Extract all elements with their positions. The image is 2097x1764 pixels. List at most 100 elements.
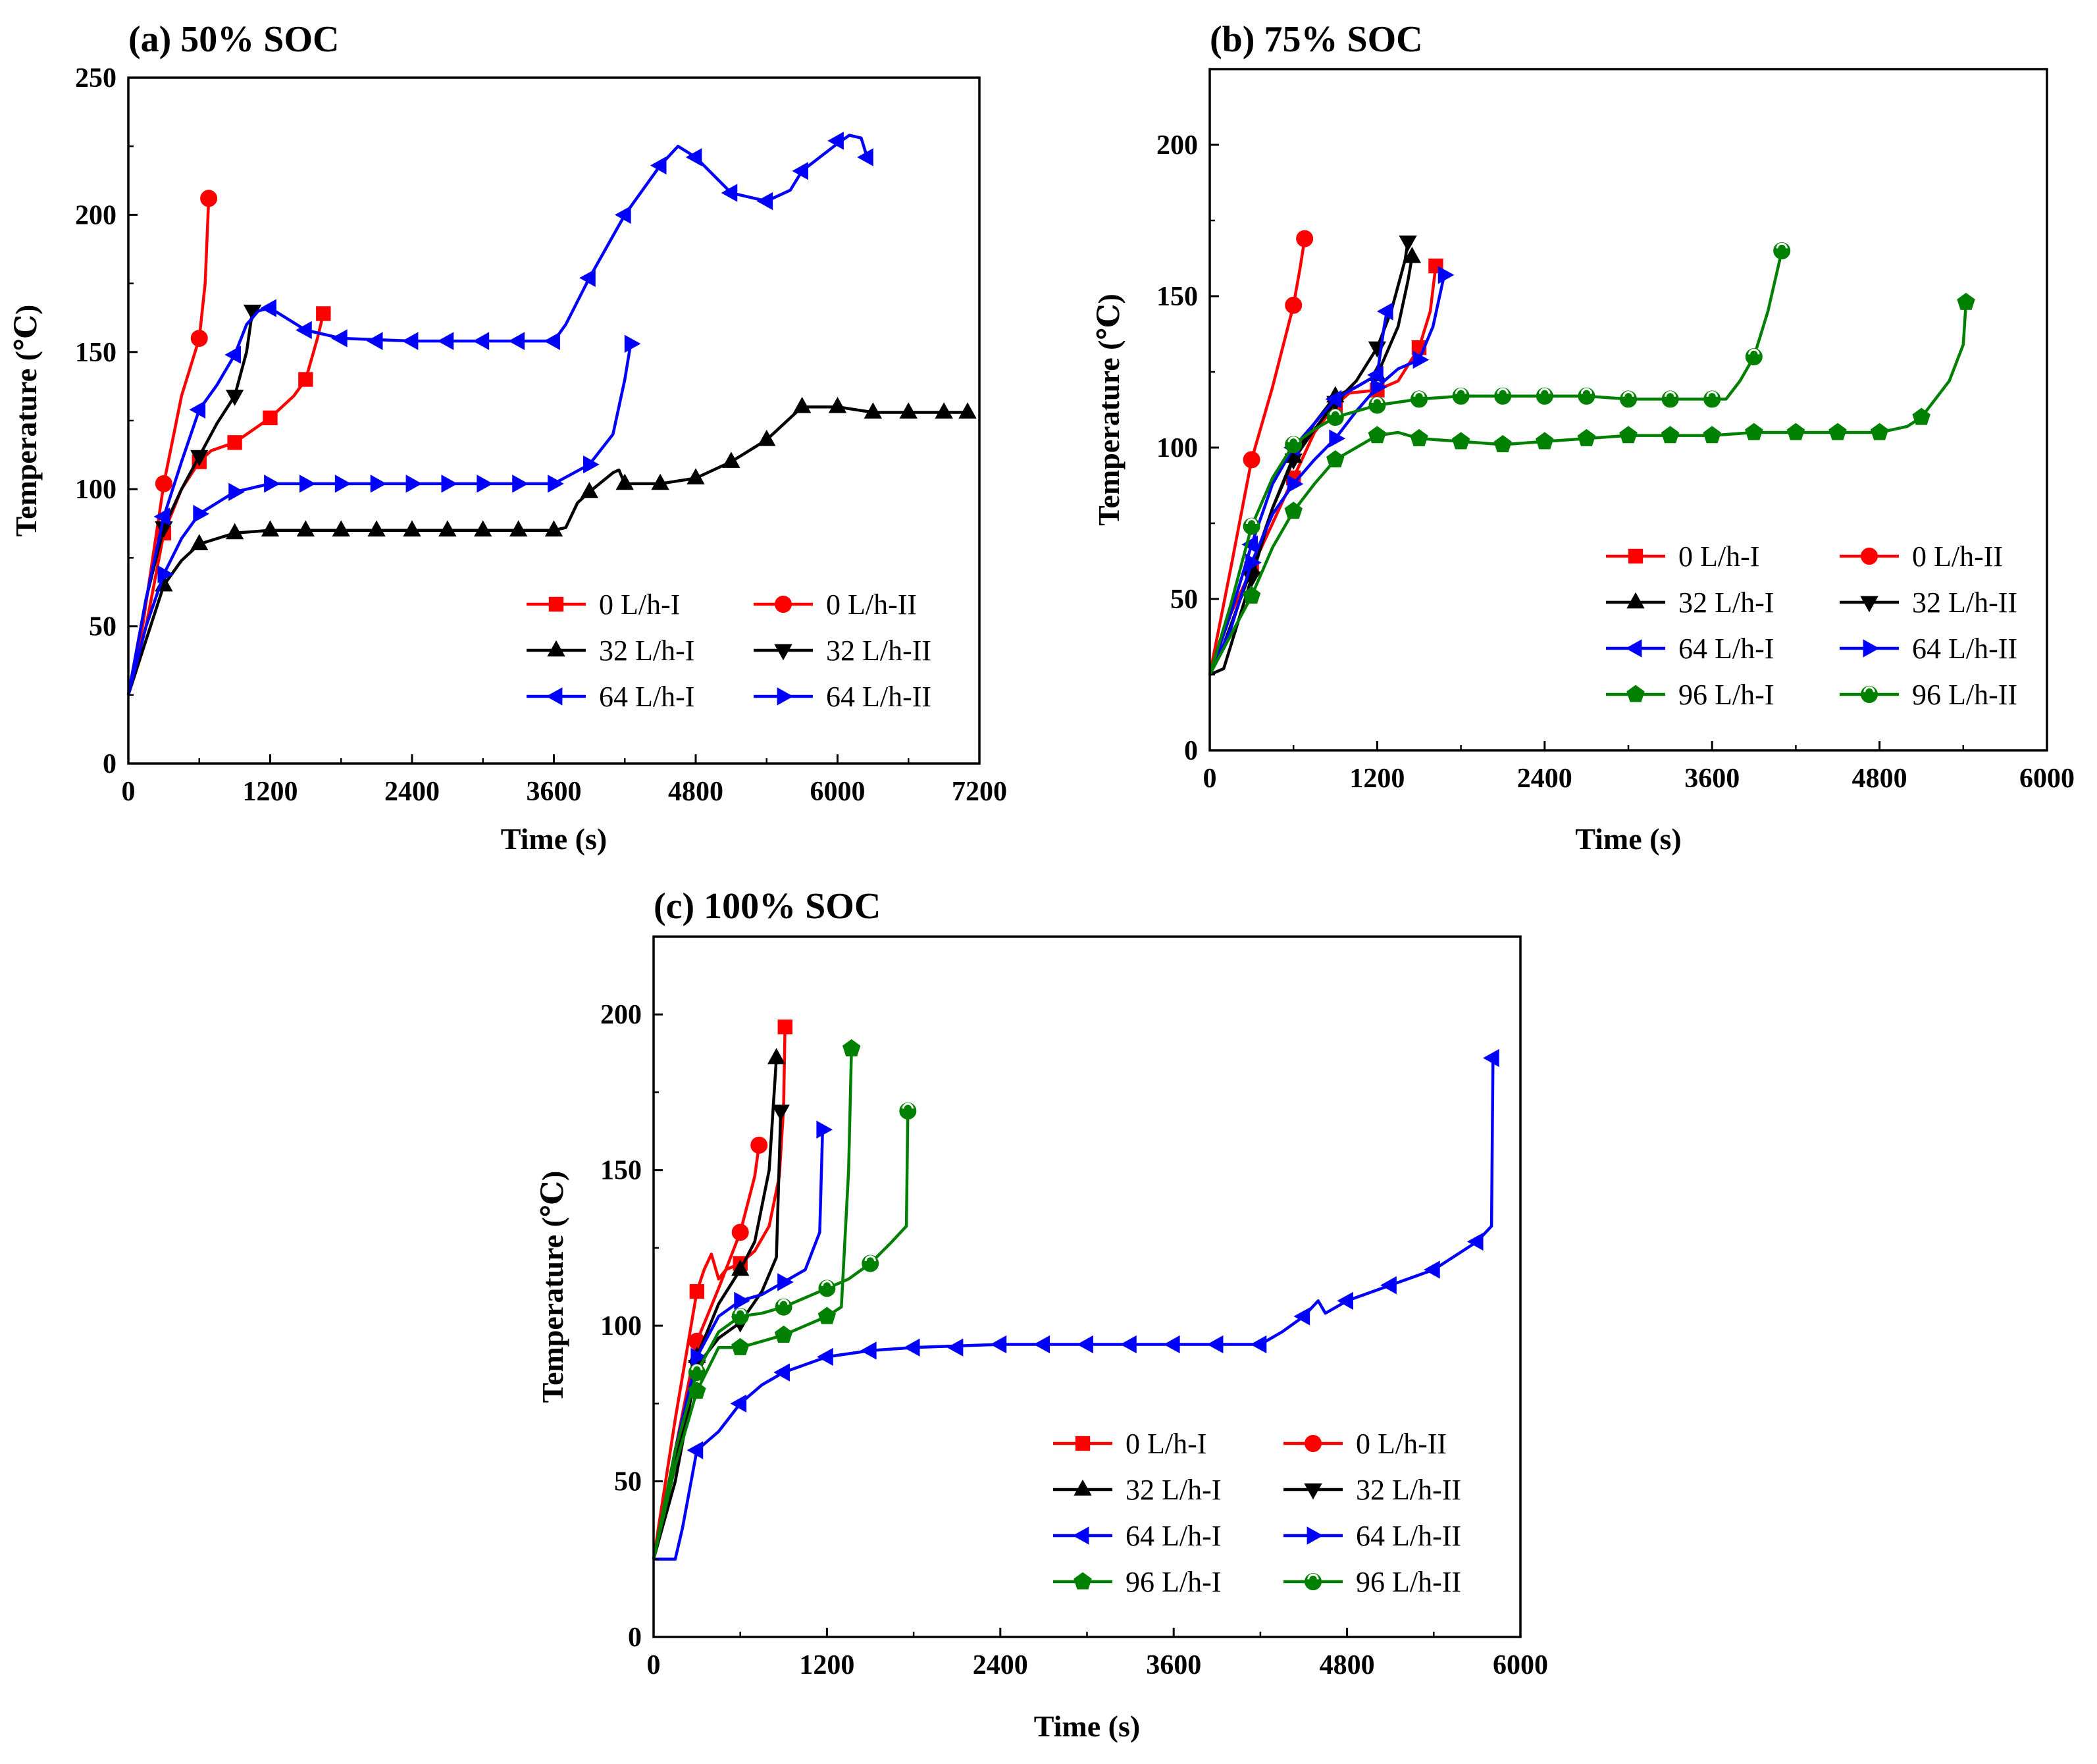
data-point-32-l-h-i (767, 1048, 786, 1064)
x-tick-label: 2400 (1517, 764, 1572, 794)
data-point-64-l-h-ii (816, 1120, 833, 1139)
y-tick-label: 100 (600, 1311, 642, 1341)
x-tick-label: 6000 (1493, 1650, 1548, 1680)
y-tick-label: 150 (75, 338, 116, 368)
legend-label-96-l-h-ii: 96 L/h-II (1356, 1566, 1461, 1598)
data-point-96-l-h-i (1451, 432, 1470, 450)
data-point-32-l-h-i (261, 520, 280, 537)
plot-area (652, 1019, 1499, 1561)
data-point-64-l-h-ii (405, 475, 423, 493)
series-line-96-l-h-i (1208, 302, 1968, 676)
data-point-64-l-h-i (827, 132, 844, 150)
data-point-32-l-h-ii (225, 390, 244, 406)
data-point-96-l-h-i (1368, 426, 1387, 444)
data-point-64-l-h-i (1337, 1291, 1353, 1310)
x-tick-label: 0 (647, 1650, 661, 1680)
legend-marker-0-l-h-ii (775, 596, 792, 613)
data-point-0-l-h-ii (1296, 230, 1314, 247)
legend-label-32-l-h-i: 32 L/h-I (599, 635, 694, 667)
legend-marker-64-l-h-i (546, 687, 563, 706)
plot-area (126, 132, 977, 696)
series-line-0-l-h-ii (1208, 238, 1307, 675)
data-point-64-l-h-ii (690, 1347, 708, 1366)
data-point-0-l-h-ii (1243, 451, 1260, 469)
data-point-96-l-h-i (817, 1307, 837, 1324)
data-point-96-l-h-i (1326, 450, 1345, 468)
data-point-96-l-h-ii (1411, 390, 1428, 408)
y-tick-label: 100 (75, 475, 116, 505)
legend-marker-64-l-h-ii (777, 687, 794, 706)
data-point-64-l-h-i (756, 192, 773, 211)
plot-area (1208, 230, 1975, 677)
data-point-96-l-h-i (1493, 434, 1512, 453)
legend-marker-96-l-h-ii-highlight (1307, 1573, 1319, 1580)
legend-marker-64-l-h-i (1625, 639, 1642, 658)
legend-marker-32-l-h-ii (1304, 1483, 1322, 1500)
data-point-32-l-h-i (474, 520, 492, 537)
legend-marker-32-l-h-i (547, 640, 565, 657)
data-point-0-l-h-ii (200, 190, 218, 207)
data-point-0-l-h-i (263, 410, 278, 426)
data-point-32-l-h-i (899, 402, 918, 419)
data-point-96-l-h-i (731, 1337, 750, 1355)
data-point-64-l-h-ii (193, 505, 210, 523)
data-point-96-l-h-i (1870, 423, 1889, 440)
data-point-32-l-h-i (332, 520, 350, 537)
data-point-96-l-h-ii-highlight (1245, 518, 1258, 525)
data-point-96-l-h-i (1577, 428, 1596, 446)
data-point-32-l-h-i (1403, 246, 1422, 263)
data-point-64-l-h-i (721, 184, 738, 202)
data-point-64-l-h-i (857, 148, 873, 167)
legend-marker-0-l-h-i (1628, 548, 1644, 564)
series-line-0-l-h-ii (126, 198, 211, 696)
data-point-64-l-h-i (1424, 1260, 1440, 1279)
legend-marker-32-l-h-ii (1860, 596, 1878, 613)
data-point-96-l-h-ii (731, 1307, 749, 1325)
legend-marker-0-l-h-i (1075, 1436, 1091, 1451)
data-point-96-l-h-ii (775, 1298, 792, 1316)
data-point-32-l-h-ii (190, 450, 209, 467)
data-point-64-l-h-i (189, 400, 206, 419)
data-point-64-l-h-i (1483, 1049, 1499, 1068)
data-point-64-l-h-i (860, 1341, 877, 1360)
legend-marker-64-l-h-ii (1307, 1526, 1324, 1545)
data-point-96-l-h-ii-highlight (821, 1280, 833, 1286)
legend-label-96-l-h-i: 96 L/h-I (1126, 1566, 1221, 1598)
legend: 0 L/h-I 0 L/h-II 32 L/h-I 32 L/h-II 64 L/h-I… (527, 588, 931, 713)
data-point-0-l-h-ii (750, 1136, 768, 1154)
y-tick-label: 150 (1156, 282, 1198, 312)
data-point-32-l-h-i (758, 429, 776, 446)
x-axis-label: Time (s) (1034, 1709, 1140, 1743)
data-point-64-l-h-ii (1287, 475, 1304, 493)
legend-label-64-l-h-i: 64 L/h-I (599, 681, 694, 713)
series-line-64-l-h-i (126, 134, 869, 696)
data-point-64-l-h-i (330, 329, 348, 348)
y-axis-label: Temperature (℃) (536, 1171, 569, 1403)
y-tick-label: 200 (1156, 130, 1198, 161)
data-point-96-l-h-ii (899, 1102, 917, 1120)
data-point-96-l-h-ii (1703, 390, 1721, 408)
data-point-64-l-h-i (1241, 535, 1258, 554)
legend-marker-0-l-h-i (548, 596, 564, 612)
data-point-64-l-h-ii (1329, 429, 1346, 448)
data-point-64-l-h-i (773, 1363, 790, 1382)
data-point-96-l-h-ii-highlight (1776, 242, 1788, 249)
panel-b-75-soc: (b) 75% SOC 0 1200 2400 3600 4800 6000 0 50 100 15… (1092, 19, 2075, 856)
legend-label-0-l-h-ii: 0 L/h-II (1912, 540, 2003, 573)
data-point-64-l-h-i (730, 1394, 747, 1413)
data-point-32-l-h-i (731, 1259, 750, 1276)
y-axis-label: Temperature (℃) (1092, 294, 1126, 526)
y-tick-label: 200 (75, 200, 116, 230)
data-point-64-l-h-i (296, 321, 312, 340)
legend-label-32-l-h-ii: 32 L/h-II (1356, 1474, 1461, 1506)
x-tick-label: 4800 (668, 777, 723, 807)
data-point-64-l-h-ii (1245, 554, 1262, 572)
legend-marker-32-l-h-i (1626, 592, 1645, 609)
x-tick-label: 1200 (799, 1650, 854, 1680)
data-point-96-l-h-i (842, 1039, 861, 1056)
data-point-64-l-h-ii (1412, 350, 1430, 369)
data-point-96-l-h-ii-highlight (691, 1364, 703, 1370)
legend-marker-96-l-h-i (1626, 685, 1645, 702)
data-point-96-l-h-ii (1368, 396, 1386, 414)
data-point-96-l-h-ii-highlight (1622, 391, 1634, 397)
